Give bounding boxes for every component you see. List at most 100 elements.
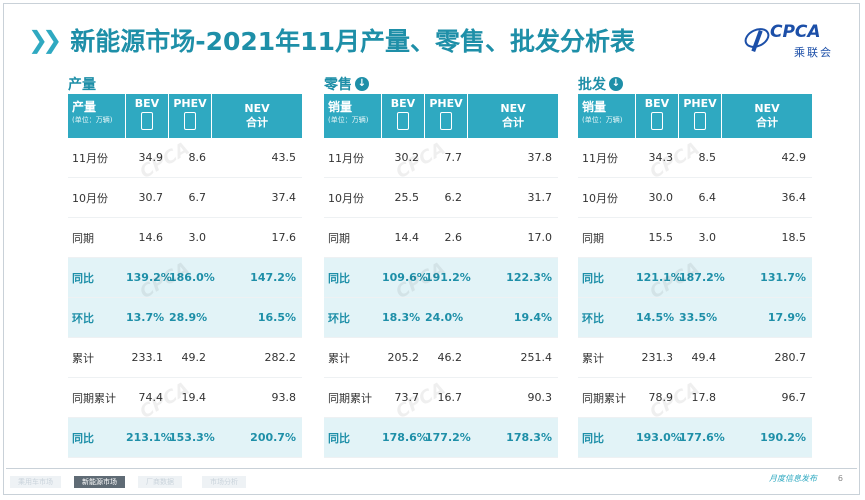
row-label: 环比 xyxy=(72,311,94,325)
row-label: 累计 xyxy=(582,351,604,365)
header-col-label: NEV xyxy=(754,102,780,115)
row-label: 10月份 xyxy=(582,191,618,205)
footer-tab[interactable]: 新能源市场 xyxy=(74,476,125,488)
table-row: 累计 233.1 49.2 282.2 xyxy=(68,338,302,378)
table-row: 环比 14.5% 33.5% 17.9% xyxy=(578,298,812,338)
header-col-label: 合计 xyxy=(502,116,524,129)
row-value-nev: 90.3 xyxy=(527,391,553,404)
table-row: 累计 205.2 46.2 251.4 xyxy=(324,338,558,378)
row-label: 同比 xyxy=(72,431,94,445)
header-unit-label: (单位：万辆) xyxy=(582,116,623,124)
row-label: 同期累计 xyxy=(582,391,626,405)
cpca-emblem-icon xyxy=(744,28,770,53)
battery-icon xyxy=(651,112,663,130)
row-value-phev: 187.2% xyxy=(679,271,725,284)
row-value-nev: 36.4 xyxy=(781,191,807,204)
table-row: 同期 14.4 2.6 17.0 xyxy=(324,218,558,258)
header-col-nev: NEV 合计 xyxy=(468,94,558,138)
row-value-nev: 18.5 xyxy=(781,231,807,244)
section-heading-label: 批发 xyxy=(578,77,606,93)
row-label: 同期 xyxy=(72,231,94,245)
battery-icon xyxy=(397,112,409,130)
row-value-bev: 30.2 xyxy=(394,151,420,164)
row-value-bev: 30.0 xyxy=(648,191,674,204)
row-value-bev: 193.0% xyxy=(636,431,682,444)
row-value-nev: 122.3% xyxy=(506,271,552,284)
row-value-bev: 73.7 xyxy=(394,391,420,404)
row-value-phev: 6.7 xyxy=(188,191,207,204)
table-header: 产量 (单位：万辆) BEV PHEV NEV 合计 xyxy=(68,94,302,138)
header-metric-label: 销量 xyxy=(328,100,353,114)
row-value-nev: 19.4% xyxy=(513,311,552,324)
row-value-phev: 33.5% xyxy=(679,311,718,324)
table-row: 11月份 34.3 8.5 42.9 xyxy=(578,138,812,178)
footer-tab[interactable]: 乘用车市场 xyxy=(10,476,61,488)
charging-station-icon xyxy=(440,112,452,130)
row-value-nev: 37.8 xyxy=(527,151,553,164)
header-col-phev: PHEV xyxy=(169,94,212,138)
row-value-nev: 178.3% xyxy=(506,431,552,444)
table-row: 10月份 25.5 6.2 31.7 xyxy=(324,178,558,218)
row-value-phev: 16.7 xyxy=(437,391,463,404)
row-label: 环比 xyxy=(582,311,604,325)
row-value-bev: 74.4 xyxy=(138,391,164,404)
header-col-label: PHEV xyxy=(173,97,207,110)
row-value-phev: 8.5 xyxy=(698,151,717,164)
row-value-bev: 25.5 xyxy=(394,191,420,204)
footer-tab[interactable]: 厂商数据 xyxy=(138,476,182,488)
header-metric-label: 销量 xyxy=(582,100,607,114)
table-row: 同期累计 78.9 17.8 96.7 xyxy=(578,378,812,418)
header-col-bev: BEV xyxy=(126,94,169,138)
table-row: 同比 213.1% 153.3% 200.7% xyxy=(68,418,302,458)
page-title: 新能源市场-2021年11月产量、零售、批发分析表 xyxy=(70,27,635,56)
row-value-bev: 18.3% xyxy=(382,311,421,324)
row-label: 同比 xyxy=(72,271,94,285)
row-value-nev: 93.8 xyxy=(271,391,297,404)
footer-tab[interactable]: 市场分析 xyxy=(202,476,246,488)
publish-label: 月度信息发布 xyxy=(769,474,817,483)
logo-text: CPCA xyxy=(770,22,821,42)
slide-frame xyxy=(3,3,860,495)
row-value-bev: 121.1% xyxy=(636,271,682,284)
row-label: 环比 xyxy=(328,311,350,325)
row-value-nev: 251.4 xyxy=(520,351,553,364)
row-value-bev: 139.2% xyxy=(126,271,172,284)
row-value-phev: 17.8 xyxy=(691,391,717,404)
row-label: 同比 xyxy=(582,271,604,285)
row-value-nev: 16.5% xyxy=(257,311,296,324)
row-value-nev: 43.5 xyxy=(271,151,297,164)
row-value-bev: 213.1% xyxy=(126,431,172,444)
header-col-label: BEV xyxy=(390,97,416,110)
charging-station-icon xyxy=(694,112,706,130)
row-value-nev: 42.9 xyxy=(781,151,807,164)
row-value-phev: 49.4 xyxy=(691,351,717,364)
table-row: 环比 18.3% 24.0% 19.4% xyxy=(324,298,558,338)
row-value-bev: 231.3 xyxy=(641,351,674,364)
section-heading: 批发 ↓ xyxy=(578,74,623,94)
table-row: 10月份 30.7 6.7 37.4 xyxy=(68,178,302,218)
header-col-phev: PHEV xyxy=(425,94,468,138)
row-value-nev: 200.7% xyxy=(250,431,296,444)
table-row: 环比 13.7% 28.9% 16.5% xyxy=(68,298,302,338)
row-label: 同比 xyxy=(328,431,350,445)
row-value-phev: 3.0 xyxy=(188,231,207,244)
table-row: 同期累计 73.7 16.7 90.3 xyxy=(324,378,558,418)
charging-station-icon xyxy=(184,112,196,130)
row-value-bev: 14.4 xyxy=(394,231,420,244)
row-value-bev: 15.5 xyxy=(648,231,674,244)
row-label: 10月份 xyxy=(72,191,108,205)
header-col-bev: BEV xyxy=(382,94,425,138)
row-value-phev: 19.4 xyxy=(181,391,207,404)
row-value-phev: 3.0 xyxy=(698,231,717,244)
data-table: 产量 (单位：万辆) BEV PHEV NEV 合计 11月份 34.9 8.6 43.5 10月份… xyxy=(68,94,302,458)
row-value-bev: 233.1 xyxy=(131,351,164,364)
row-value-nev: 96.7 xyxy=(781,391,807,404)
table-row: 累计 231.3 49.4 280.7 xyxy=(578,338,812,378)
row-value-phev: 186.0% xyxy=(169,271,215,284)
data-table: 销量 (单位：万辆) BEV PHEV NEV 合计 11月份 30.2 7.7 37.8 10月份… xyxy=(324,94,558,458)
table-row: 同期 14.6 3.0 17.6 xyxy=(68,218,302,258)
row-value-nev: 31.7 xyxy=(527,191,553,204)
row-value-nev: 131.7% xyxy=(760,271,806,284)
row-value-phev: 153.3% xyxy=(169,431,215,444)
double-chevron-icon: ❯❯ xyxy=(28,26,62,54)
